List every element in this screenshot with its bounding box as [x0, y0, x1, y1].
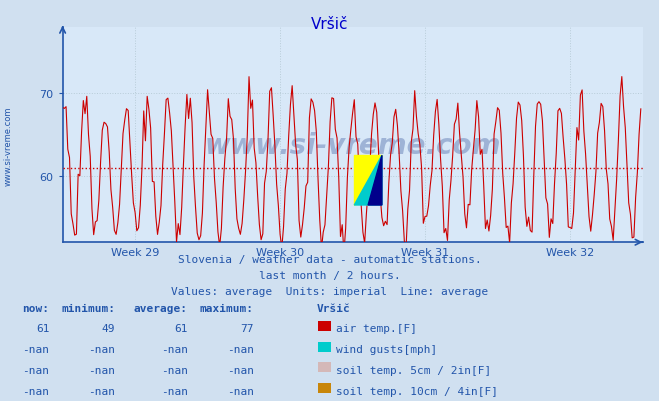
Text: www.si-vreme.com: www.si-vreme.com: [3, 107, 13, 186]
Text: -nan: -nan: [161, 365, 188, 375]
Text: -nan: -nan: [227, 344, 254, 354]
Text: maximum:: maximum:: [200, 303, 254, 313]
Polygon shape: [355, 156, 382, 205]
Text: 61: 61: [36, 324, 49, 334]
Text: -nan: -nan: [88, 386, 115, 396]
Text: -nan: -nan: [227, 386, 254, 396]
Text: 77: 77: [241, 324, 254, 334]
Text: air temp.[F]: air temp.[F]: [336, 324, 417, 334]
Text: Slovenia / weather data - automatic stations.: Slovenia / weather data - automatic stat…: [178, 255, 481, 265]
Polygon shape: [355, 156, 382, 205]
Text: average:: average:: [134, 303, 188, 313]
Text: -nan: -nan: [22, 365, 49, 375]
Text: -nan: -nan: [88, 344, 115, 354]
Text: -nan: -nan: [88, 365, 115, 375]
Text: -nan: -nan: [161, 344, 188, 354]
Text: last month / 2 hours.: last month / 2 hours.: [258, 271, 401, 281]
Text: soil temp. 10cm / 4in[F]: soil temp. 10cm / 4in[F]: [336, 386, 498, 396]
Text: soil temp. 5cm / 2in[F]: soil temp. 5cm / 2in[F]: [336, 365, 492, 375]
Text: -nan: -nan: [227, 365, 254, 375]
Text: Vršič: Vršič: [311, 17, 348, 32]
Text: now:: now:: [22, 303, 49, 313]
Polygon shape: [368, 156, 382, 205]
Text: -nan: -nan: [22, 344, 49, 354]
Text: 61: 61: [175, 324, 188, 334]
Text: Vršič: Vršič: [316, 303, 350, 313]
Text: 49: 49: [102, 324, 115, 334]
Text: wind gusts[mph]: wind gusts[mph]: [336, 344, 438, 354]
Text: Values: average  Units: imperial  Line: average: Values: average Units: imperial Line: av…: [171, 287, 488, 297]
Text: -nan: -nan: [161, 386, 188, 396]
Text: www.si-vreme.com: www.si-vreme.com: [204, 132, 501, 160]
Text: minimum:: minimum:: [61, 303, 115, 313]
Text: -nan: -nan: [22, 386, 49, 396]
